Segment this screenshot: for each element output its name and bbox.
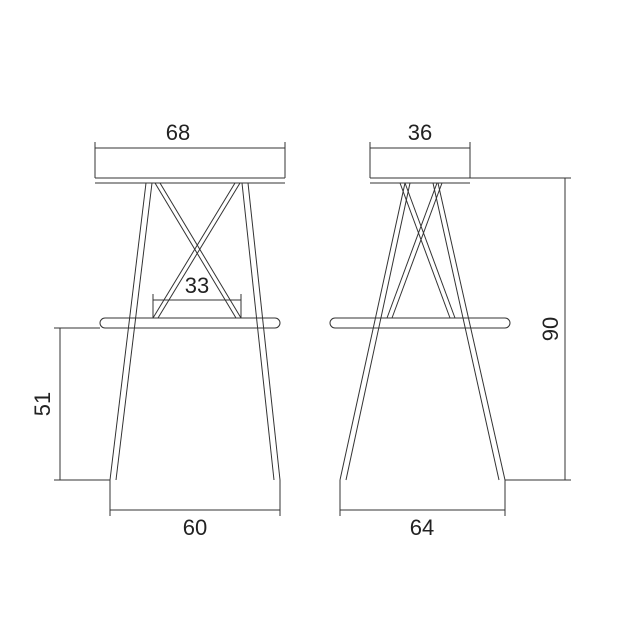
right-leg-back-b — [433, 183, 499, 480]
right-leg-back-a — [438, 183, 505, 480]
dim-bottom-left-label: 60 — [183, 515, 207, 540]
dim-bottom-left: 60 — [110, 480, 280, 540]
technical-drawing: 68 36 33 51 60 64 90 — [0, 0, 630, 630]
right-shelf — [330, 318, 510, 328]
dim-top-left-label: 68 — [166, 120, 190, 145]
dim-top-right: 36 — [370, 120, 470, 178]
dim-lower-height: 51 — [30, 328, 110, 480]
right-brace-2a — [392, 183, 442, 318]
left-leg-front-a — [110, 183, 146, 480]
dim-lower-height-label: 51 — [30, 392, 55, 416]
left-leg-front-b — [116, 183, 152, 480]
dim-bottom-right-label: 64 — [410, 515, 434, 540]
dim-top-right-label: 36 — [408, 120, 432, 145]
dim-overall-height: 90 — [470, 178, 571, 480]
dim-mid-shelf-label: 33 — [185, 273, 209, 298]
dim-overall-height-label: 90 — [538, 317, 563, 341]
left-leg-back-a — [248, 183, 280, 480]
left-shelf — [100, 318, 280, 328]
right-leg-front-a — [340, 183, 405, 480]
dim-top-left: 68 — [95, 120, 285, 178]
left-leg-back-b — [242, 183, 274, 480]
right-leg-front-b — [346, 183, 410, 480]
dim-bottom-right: 64 — [340, 480, 505, 540]
